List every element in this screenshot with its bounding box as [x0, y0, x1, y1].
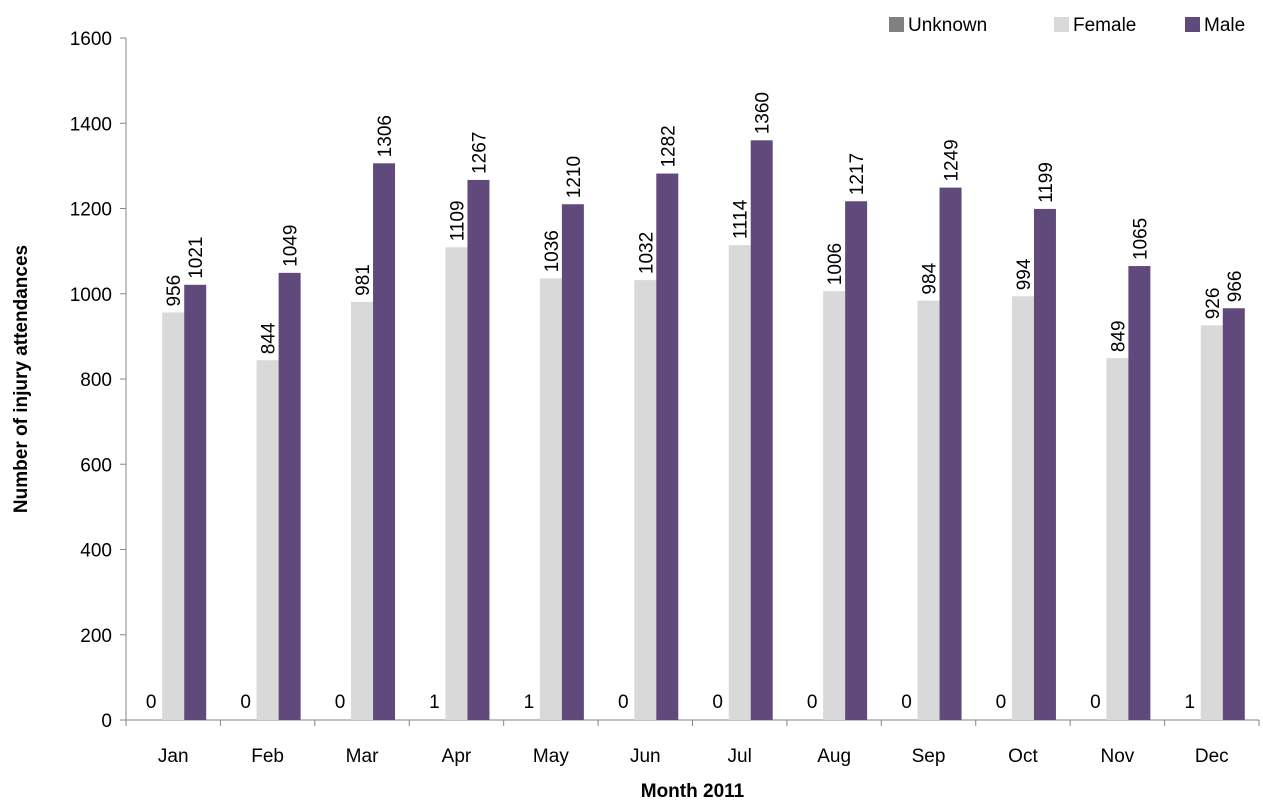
data-label: 1065: [1130, 218, 1151, 260]
bar-female: [256, 360, 279, 720]
x-tick-label: Jul: [728, 746, 752, 767]
data-label: 1306: [375, 115, 396, 157]
x-tick-label: Apr: [442, 746, 472, 767]
bar-female: [634, 280, 657, 720]
data-label: 1036: [542, 230, 563, 272]
bar-female: [1200, 325, 1223, 720]
legend-swatch-male: [1185, 17, 1200, 32]
y-tick-label: 1200: [70, 200, 112, 221]
bar-male: [1222, 308, 1245, 720]
x-tick-label: May: [533, 746, 569, 767]
bar-female: [1011, 296, 1034, 720]
x-tick-label: Sep: [912, 746, 946, 767]
data-label: 1199: [1036, 162, 1057, 203]
bar-male: [1033, 208, 1056, 720]
data-label: 1109: [447, 200, 468, 241]
data-label: 981: [353, 264, 374, 296]
data-label: 1: [524, 692, 535, 713]
bar-female: [1106, 358, 1129, 720]
x-tick-label: Feb: [251, 746, 284, 767]
data-label: 0: [146, 692, 157, 713]
bar-male: [845, 201, 868, 720]
data-label: 956: [164, 275, 185, 307]
y-tick-label: 1000: [70, 285, 112, 306]
bar-female: [162, 312, 185, 720]
data-label: 1032: [636, 232, 657, 274]
legend-swatch-unknown: [889, 17, 904, 32]
x-tick-label: Nov: [1100, 746, 1134, 767]
data-label: 0: [901, 692, 912, 713]
data-label: 0: [240, 692, 251, 713]
bar-female: [539, 278, 562, 720]
legend: Unknown Female Male: [889, 15, 1245, 36]
bars: [162, 140, 1245, 721]
bar-male: [467, 179, 490, 720]
data-label: 1021: [186, 237, 207, 279]
bar-female: [728, 245, 751, 720]
bar-male: [939, 187, 962, 720]
y-tick-label: 1400: [70, 114, 112, 135]
data-label: 0: [712, 692, 723, 713]
data-label: 0: [335, 692, 346, 713]
bar-male: [656, 173, 679, 721]
data-label: 926: [1203, 288, 1224, 320]
legend-label-unknown: Unknown: [908, 15, 987, 36]
data-label: 966: [1225, 271, 1246, 303]
data-label: 1249: [942, 139, 963, 181]
data-label: 0: [996, 692, 1007, 713]
bar-male: [1128, 266, 1151, 720]
bar-male: [750, 140, 773, 721]
bar-male: [561, 204, 584, 721]
data-label: 1360: [753, 92, 774, 134]
data-label: 1210: [564, 156, 585, 198]
data-label: 1006: [825, 243, 846, 285]
y-tick-label: 1600: [70, 29, 112, 50]
bar-male: [184, 284, 207, 720]
data-label: 984: [920, 262, 941, 294]
data-label: 1267: [469, 132, 490, 174]
data-label: 844: [259, 322, 280, 354]
y-tick-label: 200: [80, 626, 112, 647]
bar-male: [373, 163, 396, 720]
legend-label-male: Male: [1204, 15, 1245, 36]
bar-female: [823, 291, 846, 720]
x-tick-label: Aug: [817, 746, 851, 767]
data-label: 1: [1185, 692, 1196, 713]
x-tick-label: Jan: [158, 746, 189, 767]
data-label: 0: [618, 692, 629, 713]
y-axis-title: Number of injury attendances: [11, 245, 32, 513]
bar-female: [445, 247, 468, 720]
data-label: 994: [1014, 258, 1035, 290]
data-label: 1282: [658, 125, 679, 167]
legend-label-female: Female: [1073, 15, 1136, 36]
data-label: 1049: [281, 225, 302, 267]
x-tick-label: Dec: [1195, 746, 1229, 767]
data-label: 0: [1090, 692, 1101, 713]
bar-male: [278, 272, 301, 720]
bar-female: [917, 300, 940, 720]
x-tick-label: Jun: [630, 746, 661, 767]
data-label: 0: [807, 692, 818, 713]
data-label: 1114: [731, 199, 752, 239]
y-tick-label: 800: [80, 370, 112, 391]
x-axis-title: Month 2011: [641, 781, 745, 802]
legend-swatch-female: [1054, 17, 1069, 32]
data-label: 1217: [847, 153, 868, 195]
y-tick-label: 400: [80, 541, 112, 562]
x-tick-label: Oct: [1008, 746, 1038, 767]
x-tick-label: Mar: [346, 746, 379, 767]
y-tick-label: 0: [101, 711, 112, 732]
y-tick-label: 600: [80, 455, 112, 476]
data-labels: 0 0 0 1 1 0 0 0 0 0 0 1 956 844 981 1109 1036 1032 1114 100…: [146, 92, 1246, 713]
data-label: 849: [1108, 320, 1129, 352]
bar-female: [351, 301, 374, 720]
data-label: 1: [429, 692, 440, 713]
